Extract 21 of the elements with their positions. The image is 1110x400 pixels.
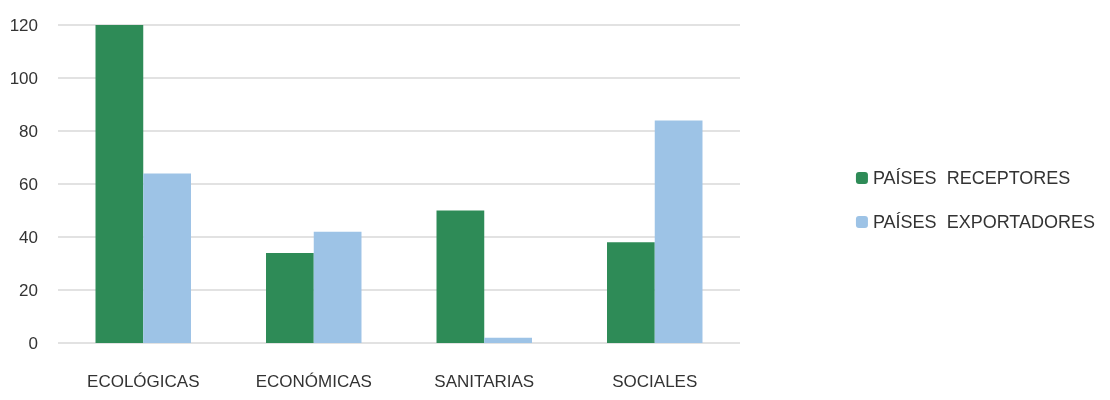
- bar: [436, 210, 485, 343]
- y-tick-label: 20: [19, 280, 38, 300]
- bar: [313, 231, 362, 343]
- y-tick-label: 100: [9, 68, 38, 88]
- bar: [143, 173, 191, 343]
- y-tick-label: 80: [19, 121, 38, 141]
- y-tick-label: 120: [9, 15, 38, 35]
- x-tick-label: SOCIALES: [612, 372, 698, 391]
- y-tick-label: 0: [28, 333, 38, 353]
- bar: [654, 120, 703, 343]
- legend-label: PAÍSES EXPORTADORES: [872, 212, 1096, 232]
- x-tick-label: ECONÓMICAS: [255, 372, 372, 391]
- x-tick-label: ECOLÓGICAS: [87, 372, 200, 391]
- bar: [607, 242, 655, 343]
- y-tick-label: 60: [19, 174, 38, 194]
- x-tick-label: SANITARIAS: [434, 372, 535, 391]
- bar: [266, 252, 314, 343]
- y-tick-label: 40: [19, 227, 38, 247]
- legend-label: PAÍSES RECEPTORES: [872, 168, 1071, 188]
- bar: [95, 25, 144, 343]
- bar: [484, 337, 532, 343]
